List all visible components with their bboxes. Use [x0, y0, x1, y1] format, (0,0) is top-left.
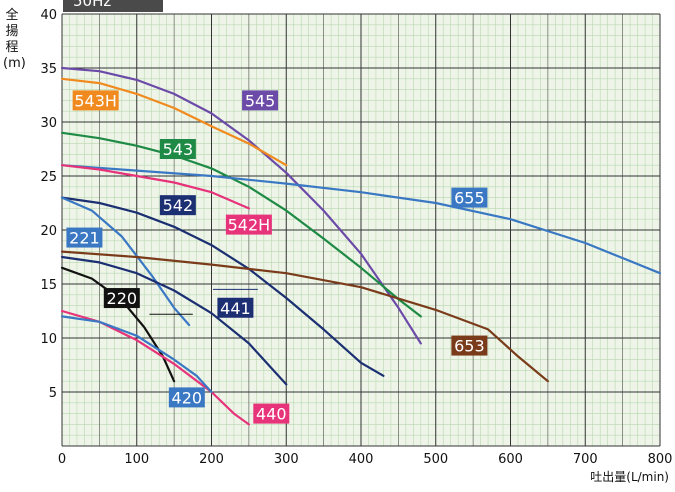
series-line-545 [60, 66, 422, 345]
series-line-441 [60, 255, 288, 386]
series-line-543H [60, 77, 288, 167]
x-tick-label: 400 [349, 452, 374, 467]
series-label-box [242, 90, 279, 111]
series-label-box [72, 90, 119, 111]
series-line-542H [60, 164, 250, 210]
series-line-420 [60, 315, 213, 394]
y-tick-label: 15 [40, 278, 57, 293]
series-line-655 [60, 164, 662, 275]
series-label-box [66, 227, 103, 248]
y-tick-label: 35 [40, 62, 57, 77]
x-tick-label: 0 [58, 452, 66, 467]
x-tick-label: 600 [498, 452, 523, 467]
x-tick-label: 500 [423, 452, 448, 467]
series-label-box [253, 403, 290, 424]
x-tick-label: 200 [199, 452, 224, 467]
series-label-542H: 542H [228, 216, 271, 235]
series-label-221: 221 [69, 229, 100, 248]
x-tick-label: 100 [124, 452, 149, 467]
x-tick-label: 700 [573, 452, 598, 467]
y-tick-label: 30 [40, 116, 57, 131]
series-line-220 [60, 266, 176, 383]
series-label-box [451, 187, 488, 208]
series-label-220: 220 [107, 289, 138, 308]
series-label-box [159, 139, 196, 159]
series-line-542 [60, 196, 385, 377]
series-label-420: 420 [172, 388, 203, 407]
series-label-655: 655 [454, 189, 485, 208]
series-line-543 [60, 131, 422, 318]
y-tick-label: 25 [40, 170, 57, 185]
series-label-box [217, 297, 254, 318]
y-tick-label: 40 [40, 8, 57, 23]
series-label-box [103, 288, 140, 309]
y-tick-label: 10 [40, 332, 57, 347]
series-label-box [168, 387, 205, 408]
series-label-543H: 543H [74, 91, 117, 110]
x-axis-label: 吐出量(L/min) [590, 470, 669, 484]
y-tick-label: 5 [49, 386, 57, 401]
series-label-441: 441 [220, 299, 251, 318]
frequency-tag: 50Hz [63, 0, 163, 12]
series-label-440: 440 [256, 405, 287, 424]
series-label-545: 545 [245, 91, 276, 110]
series-label-543: 543 [163, 140, 194, 159]
series-label-box [159, 195, 196, 216]
y-tick-label: 20 [40, 224, 57, 239]
y-axis-label: 全揚程(m) [3, 8, 26, 71]
series-label-box [225, 214, 272, 235]
x-tick-label: 800 [648, 452, 673, 467]
series-label-box [451, 335, 488, 356]
series-line-653 [60, 250, 549, 383]
x-tick-label: 300 [274, 452, 299, 467]
series-label-653: 653 [454, 337, 485, 356]
series-label-542: 542 [163, 196, 194, 215]
